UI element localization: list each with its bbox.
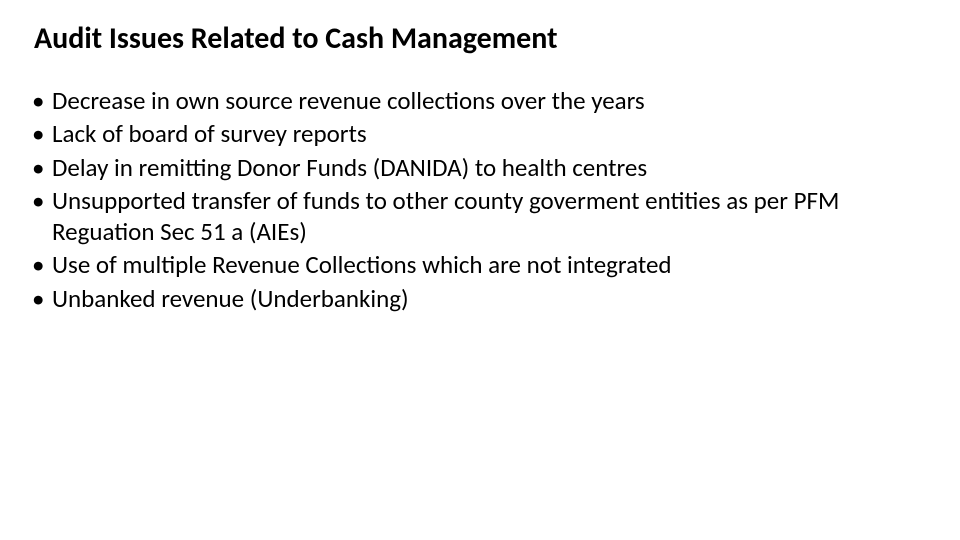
list-item: Use of multiple Revenue Collections whic… [30,249,922,280]
list-item: Lack of board of survey reports [30,118,922,149]
list-item: Delay in remitting Donor Funds (DANIDA) … [30,152,922,183]
list-item: Decrease in own source revenue collectio… [30,85,922,116]
slide: Audit Issues Related to Cash Management … [0,0,960,540]
slide-title: Audit Issues Related to Cash Management [34,20,930,57]
list-item: Unsupported transfer of funds to other c… [30,185,922,248]
list-item: Unbanked revenue (Underbanking) [30,283,922,314]
bullet-list: Decrease in own source revenue collectio… [30,85,930,314]
